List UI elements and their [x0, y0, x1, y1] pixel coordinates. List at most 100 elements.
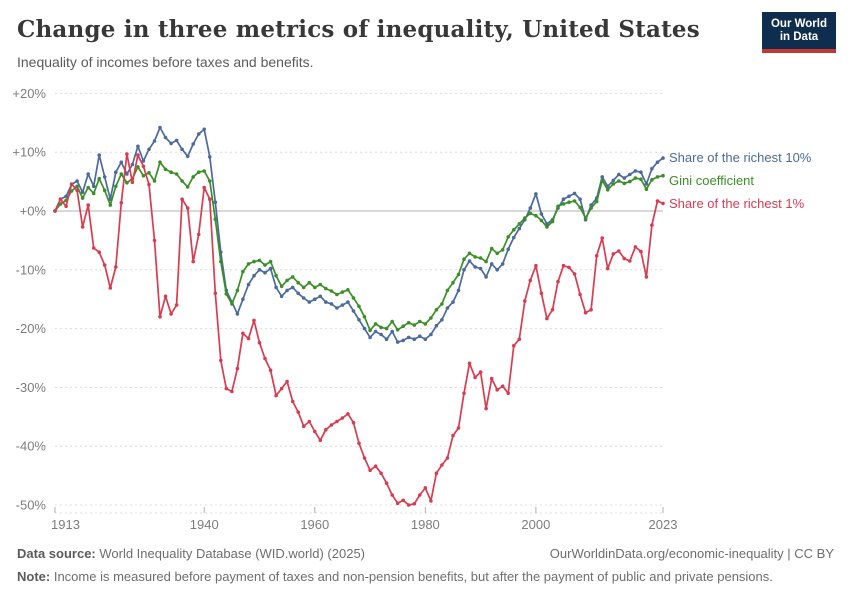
data-point [318, 294, 323, 299]
data-point [174, 138, 179, 143]
y-tick-label: -20% [16, 321, 47, 336]
data-point [58, 197, 63, 201]
data-point [263, 270, 267, 275]
data-point [462, 257, 466, 262]
data-point [512, 343, 516, 348]
page-title: Change in three metrics of inequality, U… [17, 16, 700, 43]
data-point [246, 282, 251, 287]
data-point [241, 269, 245, 274]
y-tick-label: -10% [16, 262, 47, 277]
datasource-text: World Inequality Database (WID.world) (2… [95, 546, 366, 561]
owid-logo: Our World in Data [762, 12, 836, 53]
data-point [429, 332, 433, 337]
data-point [290, 275, 295, 279]
data-point [661, 173, 665, 178]
footer-datasource: Data source: World Inequality Database (… [17, 546, 365, 561]
data-point [500, 248, 505, 252]
data-point [556, 279, 560, 284]
data-point [362, 456, 367, 460]
data-point [191, 175, 195, 179]
data-point [268, 259, 273, 264]
data-point [202, 169, 206, 173]
data-point [639, 170, 643, 174]
data-point [418, 493, 422, 497]
data-point [589, 308, 593, 312]
data-point [655, 175, 660, 179]
data-point [368, 335, 372, 340]
data-point [224, 386, 229, 391]
data-point [279, 284, 284, 289]
data-point [622, 181, 627, 186]
data-point [152, 238, 157, 243]
data-point [125, 152, 129, 156]
data-point [545, 225, 549, 229]
data-point [534, 192, 538, 196]
data-point [75, 179, 79, 183]
data-point [351, 296, 356, 300]
data-point [147, 182, 151, 187]
data-point [357, 304, 361, 309]
data-point [440, 463, 444, 467]
data-point [252, 273, 256, 278]
data-point [163, 294, 168, 299]
data-point [147, 147, 151, 152]
data-point [655, 199, 660, 203]
data-point [274, 273, 278, 278]
data-point [445, 306, 450, 310]
data-point [296, 280, 301, 285]
data-point [208, 155, 212, 159]
data-point [655, 160, 660, 164]
data-point [401, 338, 406, 343]
data-point [406, 320, 411, 325]
data-point [639, 249, 643, 254]
data-point [506, 391, 511, 396]
data-point [539, 212, 544, 216]
data-point [628, 172, 632, 177]
data-point [473, 375, 477, 380]
data-point [512, 235, 516, 240]
data-point [158, 315, 162, 319]
data-point [91, 184, 96, 189]
data-point [440, 318, 444, 322]
data-point [219, 259, 223, 264]
data-point [346, 288, 350, 292]
data-point [406, 335, 411, 340]
data-point [611, 182, 616, 186]
y-tick-label: -40% [16, 439, 47, 454]
data-point [384, 481, 389, 486]
data-point [379, 332, 383, 337]
data-point [429, 499, 433, 503]
data-point [279, 294, 284, 299]
data-point [395, 501, 400, 506]
data-point [307, 300, 312, 304]
data-point [108, 286, 113, 290]
data-point [329, 289, 334, 293]
data-point [401, 324, 406, 329]
data-point [611, 178, 616, 183]
data-point [600, 178, 604, 183]
data-point [633, 176, 638, 180]
data-point [296, 410, 301, 414]
data-point [473, 265, 477, 269]
data-point [69, 182, 74, 186]
data-point [639, 177, 643, 181]
data-point [500, 262, 505, 266]
data-point [362, 315, 367, 319]
data-point [583, 216, 588, 220]
data-point [130, 162, 135, 167]
data-point [390, 319, 395, 324]
data-point [80, 190, 85, 194]
data-point [423, 322, 428, 326]
data-point [97, 153, 101, 157]
footer-citation-link[interactable]: OurWorldinData.org/economic-inequality |… [549, 546, 834, 561]
data-point [617, 179, 621, 183]
y-tick-label: -50% [16, 498, 47, 513]
x-tick-label: 1913 [51, 517, 80, 532]
data-point [484, 259, 488, 264]
data-point [539, 218, 544, 223]
data-point [456, 288, 461, 293]
data-point [467, 259, 472, 263]
data-point [373, 322, 378, 326]
data-point [335, 306, 339, 310]
